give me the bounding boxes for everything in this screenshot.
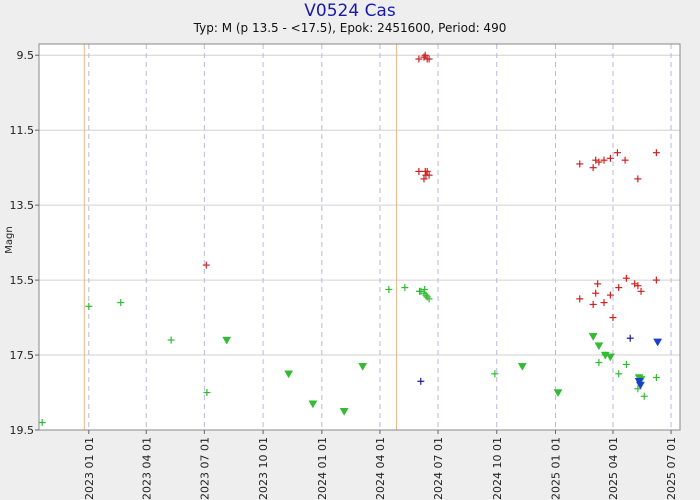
- plus-point: [401, 284, 409, 292]
- minima-layer: [83, 44, 398, 430]
- plus-point: [203, 389, 211, 397]
- plus-point: [117, 299, 125, 307]
- upper-limit-triangle: [517, 363, 527, 371]
- x-tick-label: 2023 10 01: [257, 437, 270, 500]
- plus-point: [425, 295, 433, 303]
- upper-limit-triangle: [594, 342, 604, 351]
- plus-point: [652, 276, 660, 284]
- y-axis-label: Magn: [4, 226, 15, 253]
- plus-point: [634, 282, 642, 290]
- y-tick-label: 15.5: [10, 274, 35, 287]
- upper-limit-triangle: [339, 408, 349, 416]
- plus-point: [589, 300, 597, 308]
- x-tick-label: 2024 01 01: [316, 437, 329, 500]
- upper-limit-triangle: [653, 338, 663, 347]
- plus-point: [415, 167, 423, 175]
- plus-point: [415, 55, 423, 63]
- y-tick-label: 9.5: [17, 49, 35, 62]
- plus-point: [613, 149, 621, 157]
- y-tick-label: 19.5: [10, 424, 35, 437]
- plus-point: [615, 370, 623, 378]
- plus-point: [167, 336, 175, 344]
- plus-point: [626, 334, 634, 342]
- plus-point: [595, 359, 603, 367]
- upper-limit-triangle: [588, 333, 598, 341]
- plus-point: [423, 167, 431, 175]
- plus-point: [421, 285, 429, 293]
- y-tick-label: 17.5: [10, 349, 35, 362]
- plus-point: [202, 261, 210, 269]
- plus-point: [576, 295, 584, 303]
- plus-point: [421, 51, 429, 59]
- upper-limit-triangle: [222, 336, 232, 345]
- upper-limit-triangle: [635, 381, 645, 390]
- plus-point: [425, 171, 433, 179]
- plus-point: [634, 175, 642, 183]
- plot-frame: [38, 43, 681, 431]
- upper-limit-triangle: [284, 370, 294, 379]
- x-tick-label: 2023 04 01: [140, 437, 153, 500]
- plus-point: [640, 392, 648, 400]
- plus-point: [491, 370, 499, 378]
- plus-point: [589, 164, 597, 172]
- plus-point: [652, 149, 660, 157]
- plus-point: [38, 419, 46, 427]
- plus-point: [606, 291, 614, 299]
- x-tick-label: 2025 04 01: [607, 437, 620, 500]
- upper-limit-triangle: [605, 353, 615, 362]
- plus-point: [622, 274, 630, 282]
- plus-point: [385, 285, 393, 293]
- x-tick-label: 2024 07 01: [432, 437, 445, 500]
- plot-area: [39, 44, 680, 430]
- y-tick-label: 13.5: [10, 199, 35, 212]
- plus-point: [420, 175, 428, 183]
- x-tick-label: 2025 01 01: [550, 437, 563, 500]
- x-tick-label: 2023 07 01: [198, 437, 211, 500]
- plus-point: [637, 287, 645, 295]
- plus-point: [425, 55, 433, 63]
- grid-layer: [39, 44, 680, 431]
- plus-point: [609, 314, 617, 322]
- x-tick-label: 2025 07 01: [665, 437, 678, 500]
- upper-limit-triangle: [358, 363, 368, 371]
- plus-point: [621, 156, 629, 164]
- plus-point: [576, 160, 584, 168]
- plus-point: [594, 280, 602, 288]
- plus-point: [85, 302, 93, 310]
- y-axis: 9.5 11.5 13.5 15.5 17.5 19.5: [10, 49, 39, 437]
- plus-point: [606, 154, 614, 162]
- x-tick-label: 2023 01 01: [83, 437, 96, 500]
- plus-point: [595, 158, 603, 166]
- upper-limit-triangle: [308, 400, 318, 409]
- x-tick-label: 2024 04 01: [374, 437, 387, 500]
- plus-point: [417, 377, 425, 385]
- plus-point: [592, 289, 600, 297]
- plus-point: [600, 299, 608, 307]
- plus-point: [615, 284, 623, 292]
- x-axis: 2023 01 01 2023 04 01 2023 07 01 2023 10 01…: [83, 430, 678, 500]
- x-tick-label: 2024 10 01: [491, 437, 504, 500]
- upper-limit-triangle: [553, 389, 563, 398]
- plus-point: [652, 374, 660, 382]
- y-tick-label: 11.5: [10, 124, 35, 137]
- plus-point: [600, 156, 608, 164]
- marks-layer: [38, 51, 663, 427]
- chart-title: V0524 Cas: [304, 1, 396, 21]
- plus-point: [622, 360, 630, 368]
- chart-subtitle: Typ: M (p 13.5 - <17.5), Epok: 2451600, …: [193, 21, 507, 35]
